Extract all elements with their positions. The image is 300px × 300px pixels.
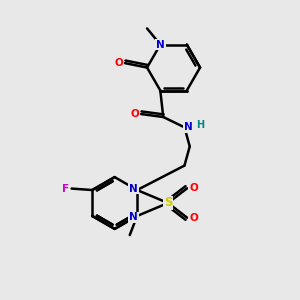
Text: H: H bbox=[196, 120, 205, 130]
Text: N: N bbox=[156, 40, 165, 50]
Text: N: N bbox=[129, 212, 138, 222]
Text: N: N bbox=[184, 122, 192, 132]
Text: O: O bbox=[131, 109, 140, 119]
Text: F: F bbox=[61, 184, 69, 194]
Text: O: O bbox=[189, 183, 198, 193]
Text: S: S bbox=[164, 196, 172, 209]
Text: O: O bbox=[189, 213, 198, 223]
Text: O: O bbox=[115, 58, 124, 68]
Text: N: N bbox=[129, 184, 138, 194]
